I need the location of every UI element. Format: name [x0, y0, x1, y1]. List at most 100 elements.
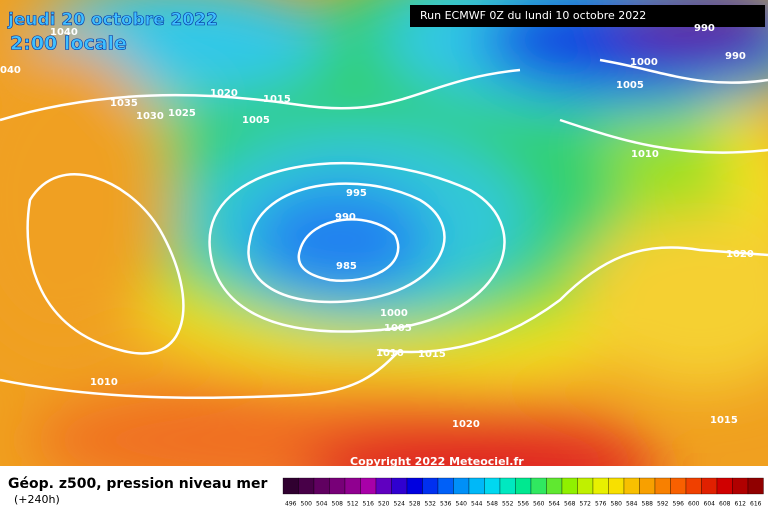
isobar: [208, 161, 506, 333]
scale-label: 508: [332, 501, 344, 508]
scale-swatch: [623, 477, 640, 495]
scale-swatch: [732, 477, 749, 495]
isobar: [247, 182, 446, 304]
run-box: [410, 5, 765, 27]
isobar-label: 1010: [376, 348, 404, 359]
scale-swatch: [360, 477, 377, 495]
scale-swatch: [608, 477, 625, 495]
isobar-label: 1030: [136, 111, 164, 122]
isobar: [379, 246, 768, 354]
isobar-label: 1015: [418, 349, 446, 360]
isobar-label: 040: [0, 65, 21, 76]
scale-label: 532: [425, 501, 437, 508]
isobar-label: 1000: [380, 308, 408, 319]
scale-label: 548: [487, 501, 499, 508]
scale-label: 580: [611, 501, 623, 508]
scale-label: 584: [626, 501, 638, 508]
scale-swatch: [298, 477, 315, 495]
isobar: [599, 58, 768, 84]
scale-swatch: [313, 477, 330, 495]
isobar: [0, 68, 521, 122]
isobar-label: 1005: [616, 80, 644, 91]
isobar-label: 1005: [242, 115, 270, 126]
scale-label: 604: [704, 501, 716, 508]
scale-swatch: [391, 477, 408, 495]
isobar-label: 1040: [50, 27, 78, 38]
scale-label: 568: [564, 501, 576, 508]
isobar-labels: 1040 040 1035 1030 1025 1020 1015 1005 995 990 985…: [0, 23, 754, 430]
scale-label: 552: [502, 501, 514, 508]
scale-label: 608: [719, 501, 731, 508]
scale-label: 516: [363, 501, 375, 508]
isobar-label: 1010: [90, 377, 118, 388]
scale-label: 524: [394, 501, 406, 508]
legend-lead: (+240h): [14, 493, 60, 506]
scale-swatch: [344, 477, 361, 495]
scale-swatch: [329, 477, 346, 495]
scale-swatch: [453, 477, 470, 495]
scale-swatch: [670, 477, 687, 495]
scale-label: 536: [440, 501, 452, 508]
scale-label: 576: [595, 501, 607, 508]
isobar-label: 990: [335, 212, 356, 223]
scale-swatch: [406, 477, 423, 495]
isobar-label: 985: [336, 261, 357, 272]
scale-label: 540: [456, 501, 468, 508]
isobar: [26, 173, 185, 355]
scale-swatch: [639, 477, 656, 495]
scale-swatch: [484, 477, 501, 495]
isobar: [297, 218, 400, 283]
scale-swatch: [716, 477, 733, 495]
scale-swatch: [468, 477, 485, 495]
isobar: [0, 349, 401, 400]
isobar-label: 1020: [726, 249, 754, 260]
scale-label: 616: [750, 501, 762, 508]
scale-label: 544: [471, 501, 483, 508]
scale-label: 512: [347, 501, 359, 508]
scale-swatch: [499, 477, 516, 495]
legend-title: Géop. z500, pression niveau mer: [8, 476, 267, 492]
scale-label: 600: [688, 501, 700, 508]
scale-swatch: [437, 477, 454, 495]
isobar-label: 990: [694, 23, 715, 34]
scale-label: 572: [580, 501, 592, 508]
scale-swatch: [515, 477, 532, 495]
scale-swatch: [701, 477, 718, 495]
isobar: [559, 118, 768, 154]
scale-swatch: [685, 477, 702, 495]
scale-label: 592: [657, 501, 669, 508]
scale-swatch: [577, 477, 594, 495]
isobar-label: 1035: [110, 98, 138, 109]
isobar-label: 1005: [384, 323, 412, 334]
color-scale: 496 500 504 508 512 516 520 524 528 532 536 540 544 5…: [282, 477, 764, 508]
scale-label: 500: [301, 501, 313, 508]
scale-label: 596: [673, 501, 685, 508]
date-label: jeudi 20 octobre 2022: [7, 10, 218, 30]
scale-swatch: [561, 477, 578, 495]
scale-swatch: [592, 477, 609, 495]
scale-label: 496: [285, 501, 297, 508]
scale-swatch: [654, 477, 671, 495]
isobar-label: 1015: [263, 94, 291, 105]
scale-swatch: [546, 477, 563, 495]
isobar-label: 1000: [630, 57, 658, 68]
scale-label: 504: [316, 501, 328, 508]
time-label: 2:00 locale: [10, 33, 127, 55]
scale-label: 556: [518, 501, 530, 508]
copyright: Copyright 2022 Meteociel.fr: [350, 455, 524, 468]
scale-label: 528: [409, 501, 421, 508]
scale-swatch: [422, 477, 439, 495]
isobar-label: 1010: [631, 149, 659, 160]
isobar-label: 995: [346, 188, 367, 199]
scale-label: 520: [378, 501, 390, 508]
scale-label: 612: [735, 501, 747, 508]
isobar-label: 1020: [210, 88, 238, 99]
scale-swatch: [282, 477, 299, 495]
scale-label: 564: [549, 501, 561, 508]
scale-label: 560: [533, 501, 545, 508]
isobar-label: 1020: [452, 419, 480, 430]
scale-swatch: [375, 477, 392, 495]
scale-swatch: [747, 477, 764, 495]
